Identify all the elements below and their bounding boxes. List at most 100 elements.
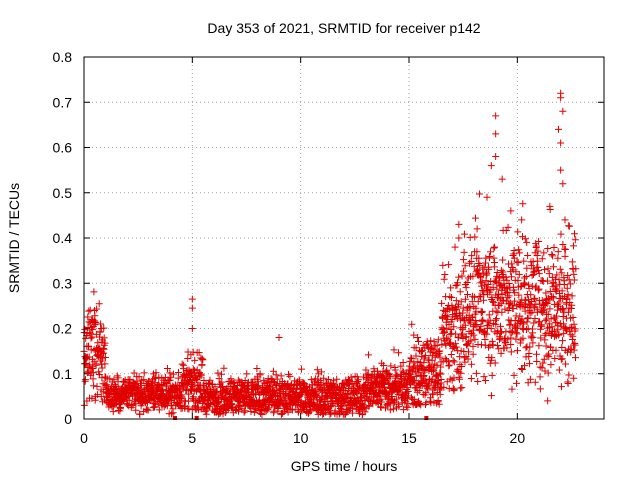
data-point (313, 366, 321, 374)
data-point (526, 360, 534, 368)
data-point (457, 384, 465, 392)
data-point (254, 385, 262, 393)
data-point (459, 256, 467, 264)
data-point (549, 252, 557, 260)
data-point (414, 333, 422, 341)
data-point (473, 321, 481, 329)
data-point (440, 275, 448, 283)
data-point (535, 238, 543, 246)
data-point (544, 397, 552, 405)
data-point (445, 362, 453, 370)
data-point (550, 244, 558, 252)
data-point (487, 162, 495, 170)
data-point (472, 316, 480, 324)
data-point (430, 338, 438, 346)
data-point (163, 365, 171, 373)
data-point (521, 280, 529, 288)
data-point (571, 230, 579, 238)
data-point (560, 281, 568, 289)
data-point (456, 288, 464, 296)
data-point (530, 295, 538, 303)
data-point (521, 362, 529, 370)
data-point (424, 340, 432, 348)
data-point (510, 371, 518, 379)
data-point (500, 296, 508, 304)
data-point (451, 340, 459, 348)
data-point (202, 410, 210, 418)
data-point (184, 397, 192, 405)
data-point (504, 223, 512, 231)
data-point (485, 311, 493, 319)
data-point (474, 378, 482, 386)
data-point (546, 305, 554, 313)
data-point (497, 266, 505, 274)
data-point (351, 395, 359, 403)
data-point (407, 354, 415, 362)
data-point (469, 342, 477, 350)
data-point (526, 375, 534, 383)
data-point (537, 334, 545, 342)
data-point (554, 254, 562, 262)
data-point (473, 248, 481, 256)
data-point (476, 327, 484, 335)
data-point (569, 314, 577, 322)
data-point (538, 364, 546, 372)
data-point (88, 324, 96, 332)
data-point (463, 291, 471, 299)
data-point (502, 227, 510, 235)
data-point (427, 337, 435, 345)
data-point (540, 306, 548, 314)
data-point (390, 405, 398, 413)
data-point (492, 153, 500, 161)
data-point (508, 385, 516, 393)
data-point (168, 410, 176, 418)
data-point (567, 345, 575, 353)
data-point (410, 331, 418, 339)
data-point (547, 361, 555, 369)
data-point (540, 249, 548, 257)
data-point (451, 243, 459, 251)
data-point (436, 370, 444, 378)
y-tick-label: 0.6 (53, 140, 73, 156)
data-point (347, 373, 355, 381)
data-point (480, 373, 488, 381)
data-point (90, 382, 98, 390)
data-point (449, 357, 457, 365)
data-point (377, 403, 385, 411)
data-point (523, 315, 531, 323)
data-point (531, 315, 539, 323)
data-point (461, 295, 469, 303)
data-point (89, 375, 97, 383)
data-point (272, 371, 280, 379)
data-point (520, 257, 528, 265)
data-point (473, 225, 481, 233)
data-point (477, 322, 485, 330)
data-point (421, 400, 429, 408)
data-point (527, 301, 535, 309)
data-point (521, 274, 529, 282)
data-point (433, 341, 441, 349)
data-point (273, 375, 281, 383)
data-point (521, 307, 529, 315)
data-point (92, 318, 100, 326)
data-point (519, 200, 527, 208)
grid-lines (84, 57, 604, 419)
data-point (544, 310, 552, 318)
data-point (517, 283, 525, 291)
data-point (528, 262, 536, 270)
data-point (558, 269, 566, 277)
data-point (333, 375, 341, 383)
data-point (307, 376, 315, 384)
data-point (539, 359, 547, 367)
data-point (483, 193, 491, 201)
data-point (534, 266, 542, 274)
data-point (410, 377, 418, 385)
data-point (507, 207, 515, 215)
data-point (214, 369, 222, 377)
data-point (571, 341, 579, 349)
data-point (551, 286, 559, 294)
data-point (570, 276, 578, 284)
data-point (548, 323, 556, 331)
data-point (261, 397, 269, 405)
data-point (288, 406, 296, 414)
